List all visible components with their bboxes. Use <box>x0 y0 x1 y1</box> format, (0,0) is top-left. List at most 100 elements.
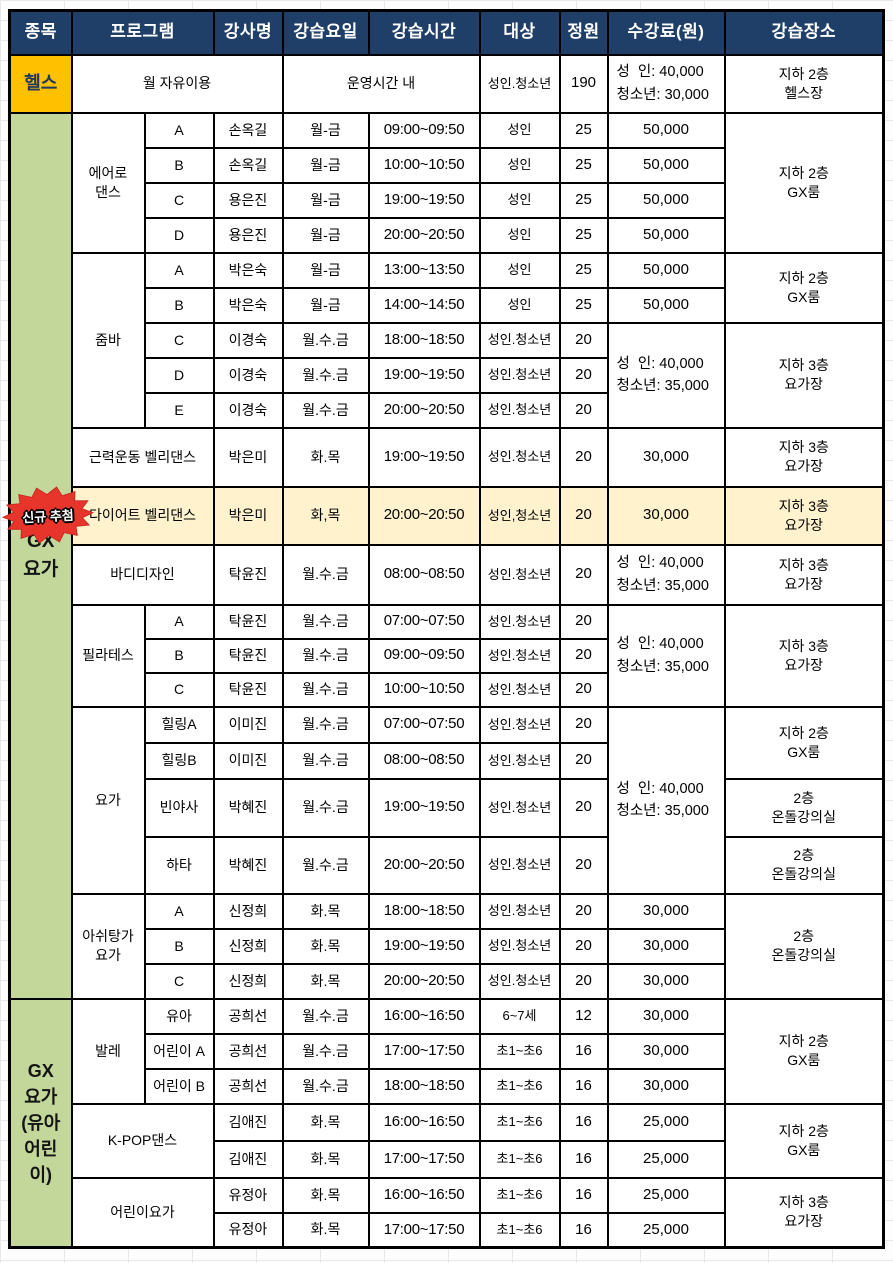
instructor-cell: 손옥길 <box>212 146 284 184</box>
days-cell: 화.목 <box>281 962 370 1000</box>
fee-cell: 30,000 <box>606 1067 726 1105</box>
fee-cell: 50,000 <box>606 181 726 219</box>
table-row: C 이경숙 월.수.금 18:00~18:50 성인.청소년 20 성 인: 4… <box>10 321 885 429</box>
class-cell: A <box>143 111 215 149</box>
target-cell: 성인.청소년 <box>478 321 561 359</box>
target-cell: 성인.청소년 <box>478 391 561 429</box>
instructor-cell: 유정아 <box>212 1176 284 1214</box>
place-cell: 2층 온돌강의실 <box>723 892 885 1000</box>
class-cell: 힐링B <box>143 741 215 780</box>
time-cell: 19:00~19:50 <box>367 181 481 219</box>
capacity-cell: 16 <box>558 1211 609 1249</box>
capacity-cell: 16 <box>558 1102 609 1142</box>
class-cell: 유아 <box>143 997 215 1035</box>
class-cell: B <box>143 146 215 184</box>
target-cell: 초1~초6 <box>478 1211 561 1249</box>
table-row: C 탁윤진 월.수.금 10:00~10:50 성인.청소년 20 <box>10 671 884 708</box>
class-cell: D <box>143 216 215 254</box>
days-cell: 월.수.금 <box>281 356 370 394</box>
capacity-cell: 20 <box>558 356 609 394</box>
target-cell: 성인 <box>478 111 561 149</box>
fee-cell: 30,000 <box>606 1032 726 1070</box>
time-cell: 16:00~16:50 <box>367 1176 481 1214</box>
place-cell: 지하 3층 요가장 <box>723 1176 885 1249</box>
class-cell: D <box>143 356 215 394</box>
category-cell: GX 요가 <box>8 111 73 1000</box>
table-row: B 신정희 화.목 19:00~19:50 성인.청소년 20 30,000 <box>10 927 884 965</box>
program-cell: 요가 <box>70 705 146 895</box>
class-cell: 힐링A <box>143 705 215 744</box>
instructor-cell: 김애진 <box>212 1102 284 1142</box>
table-row: E 이경숙 월.수.금 20:00~20:50 성인.청소년 20 <box>10 391 884 429</box>
table-row: 어린이요가 유정아 화.목 16:00~16:50 초1~초6 16 25,00… <box>10 1176 885 1249</box>
days-cell: 월-금 <box>281 146 370 184</box>
target-cell: 성인.청소년 <box>478 927 561 965</box>
time-cell: 09:00~09:50 <box>367 111 481 149</box>
class-cell: 하타 <box>143 835 215 895</box>
class-cell: 어린이 B <box>143 1067 215 1105</box>
instructor-cell: 김애진 <box>212 1139 284 1179</box>
target-cell: 성인.청소년 <box>478 637 561 674</box>
days-cell: 화.목 <box>281 426 370 488</box>
class-cell: 빈야사 <box>143 777 215 838</box>
time-cell: 13:00~13:50 <box>367 251 481 289</box>
starburst-icon <box>1 486 95 544</box>
header-row: 종목 프로그램 강사명 강습요일 강습시간 대상 정원 수강료(원) 강습장소 <box>8 9 885 56</box>
column-header-target: 대상 <box>478 9 561 56</box>
target-cell: 성인.청소년 <box>478 705 561 744</box>
capacity-cell: 20 <box>558 321 609 359</box>
instructor-cell: 박은숙 <box>212 286 284 324</box>
capacity-cell: 16 <box>558 1067 609 1105</box>
time-cell: 20:00~20:50 <box>367 216 481 254</box>
table-row: K-POP댄스 김애진 화.목 16:00~16:50 초1~초6 16 25,… <box>10 1102 885 1179</box>
days-cell: 월-금 <box>281 216 370 254</box>
class-cell: C <box>143 962 215 1000</box>
instructor-cell: 신정희 <box>212 892 284 930</box>
days-cell: 월.수.금 <box>281 741 370 780</box>
class-cell: E <box>143 391 215 429</box>
fee-cell: 50,000 <box>606 251 726 289</box>
capacity-cell: 20 <box>558 671 609 708</box>
capacity-cell: 25 <box>558 216 609 254</box>
target-cell: 초1~초6 <box>478 1032 561 1070</box>
table-row: 김애진 화.목 17:00~17:50 초1~초6 16 25,000 <box>10 1139 884 1179</box>
days-cell: 월.수.금 <box>281 543 370 606</box>
capacity-cell: 20 <box>558 603 609 640</box>
table-row: 어린이 B 공희선 월.수.금 18:00~18:50 초1~초6 16 30,… <box>10 1067 884 1105</box>
instructor-cell: 공희선 <box>212 1067 284 1105</box>
class-cell: C <box>143 671 215 708</box>
target-cell: 초1~초6 <box>478 1102 561 1142</box>
program-cell: 바디디자인 <box>70 543 215 606</box>
fee-cell: 30,000 <box>606 485 726 546</box>
time-cell: 16:00~16:50 <box>367 997 481 1035</box>
capacity-cell: 20 <box>558 705 609 744</box>
time-cell: 19:00~19:50 <box>367 356 481 394</box>
fee-cell: 30,000 <box>606 426 726 488</box>
capacity-cell: 25 <box>558 181 609 219</box>
fee-cell: 성 인: 40,000 청소년: 35,000 <box>606 705 726 895</box>
time-cell: 07:00~07:50 <box>367 603 481 640</box>
instructor-cell: 유정아 <box>212 1211 284 1249</box>
days-cell: 월.수.금 <box>281 603 370 640</box>
fee-cell: 50,000 <box>606 216 726 254</box>
time-cell: 17:00~17:50 <box>367 1032 481 1070</box>
column-header-instructor: 강사명 <box>212 9 284 56</box>
target-cell: 성인,청소년 <box>478 485 561 546</box>
time-cell: 10:00~10:50 <box>367 146 481 184</box>
fee-cell: 25,000 <box>606 1176 726 1214</box>
instructor-cell: 탁윤진 <box>212 637 284 674</box>
fee-cell: 25,000 <box>606 1211 726 1249</box>
days-cell: 화.목 <box>281 927 370 965</box>
capacity-cell: 25 <box>558 251 609 289</box>
days-cell: 월-금 <box>281 111 370 149</box>
time-cell: 16:00~16:50 <box>367 1102 481 1142</box>
days-cell: 월.수.금 <box>281 705 370 744</box>
days-cell: 월.수.금 <box>281 1032 370 1070</box>
target-cell: 성인.청소년 <box>478 741 561 780</box>
instructor-cell: 박혜진 <box>212 777 284 838</box>
target-cell: 6~7세 <box>478 997 561 1035</box>
capacity-cell: 16 <box>558 1032 609 1070</box>
class-cell: A <box>143 251 215 289</box>
days-cell: 화,목 <box>281 485 370 546</box>
